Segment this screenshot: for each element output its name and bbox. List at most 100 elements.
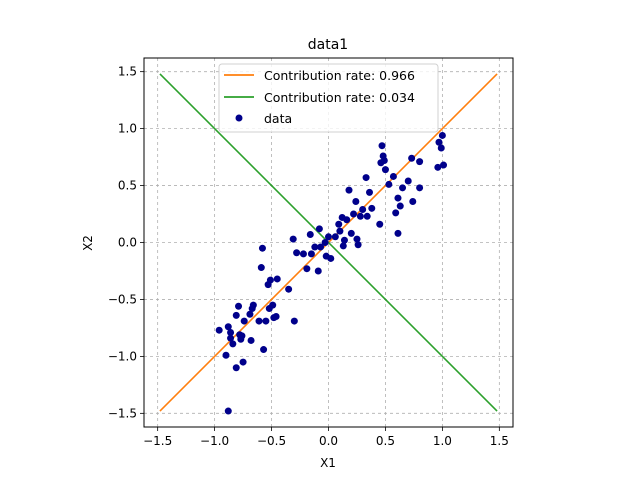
legend-box: [218, 63, 439, 133]
scatter-point: [289, 235, 297, 243]
legend: Contribution rate: 0.966 Contribution ra…: [218, 63, 439, 133]
scatter-point: [359, 205, 367, 213]
scatter-point: [345, 186, 353, 194]
scatter-point: [299, 250, 307, 258]
scatter-point: [396, 202, 404, 210]
scatter-point: [408, 154, 416, 162]
scatter-point: [404, 177, 412, 185]
x-tick-label: 1.5: [490, 434, 509, 448]
y-tick-label: 1.0: [118, 122, 137, 136]
scatter-point: [394, 229, 402, 237]
scatter-point: [246, 310, 254, 318]
scatter-point: [272, 313, 280, 321]
x-tick-label: −1.0: [200, 434, 229, 448]
scatter-point: [290, 317, 298, 325]
scatter-point: [368, 204, 376, 212]
scatter-point: [376, 220, 384, 228]
scatter-point: [315, 225, 323, 233]
scatter-point: [325, 233, 332, 241]
scatter-point: [260, 346, 268, 354]
scatter-point: [235, 302, 243, 310]
scatter-point: [416, 184, 424, 192]
scatter-point: [378, 142, 386, 150]
y-axis-label: X2: [81, 235, 95, 251]
scatter-point: [380, 157, 388, 164]
legend-label-0: Contribution rate: 0.966: [264, 68, 415, 83]
scatter-point: [262, 317, 270, 325]
scatter-point: [385, 180, 393, 188]
scatter-point: [317, 243, 325, 251]
scatter-point: [392, 209, 400, 217]
scatter-point: [352, 198, 360, 205]
scatter-point: [399, 184, 407, 192]
scatter-point: [215, 326, 223, 334]
scatter-point: [306, 231, 314, 239]
scatter-point: [434, 163, 442, 171]
scatter-point: [232, 364, 240, 372]
scatter-point: [222, 351, 230, 359]
x-tick-label: −0.5: [257, 434, 286, 448]
legend-swatch-data-marker: [235, 114, 243, 122]
y-tick-label: −1.5: [108, 406, 137, 420]
scatter-point: [321, 239, 329, 246]
scatter-point: [340, 236, 348, 244]
scatter-point: [314, 267, 322, 275]
scatter-point: [362, 174, 370, 182]
x-tick-label: 0.0: [319, 434, 338, 448]
x-tick-label: 1.0: [433, 434, 452, 448]
scatter-point: [293, 249, 301, 257]
scatter-point: [356, 212, 364, 220]
scatter-point: [350, 210, 358, 218]
scatter-point: [347, 229, 355, 237]
scatter-point: [366, 188, 373, 196]
scatter-point: [327, 254, 335, 262]
scatter-point: [247, 336, 255, 344]
scatter-point: [238, 332, 246, 340]
scatter-point: [435, 138, 443, 146]
scatter-point: [266, 276, 274, 284]
y-tick-label: −0.5: [108, 292, 137, 306]
scatter-point: [343, 216, 351, 224]
scatter-point: [307, 250, 315, 258]
scatter-point: [227, 328, 235, 336]
scatter-point: [331, 233, 339, 241]
scatter-point: [354, 241, 362, 249]
scatter-point: [224, 323, 232, 331]
scatter-point: [353, 235, 361, 243]
scatter-point: [311, 243, 319, 251]
scatter-point: [339, 242, 347, 250]
scatter-point: [239, 358, 247, 366]
x-tick-label: 0.5: [376, 434, 395, 448]
scatter-point: [336, 227, 344, 235]
scatter-point: [240, 317, 248, 325]
scatter-point: [335, 220, 343, 228]
scatter-point: [257, 264, 265, 272]
legend-label-1: Contribution rate: 0.034: [264, 90, 415, 105]
y-tick-label: 0.5: [118, 179, 137, 193]
scatter-point: [416, 158, 424, 166]
y-tick-label: 0.0: [118, 236, 137, 250]
scatter-point: [409, 198, 417, 205]
scatter-point: [269, 301, 277, 309]
scatter-point: [255, 317, 263, 325]
legend-label-2: data: [264, 111, 292, 126]
ticks: −1.5 −1.0 −0.5 0.0 0.5 1.0 1.5 −1.5 −1.0 −0.5 0.0 0…: [108, 65, 509, 448]
scatter-point: [232, 311, 240, 319]
scatter-points: [215, 131, 448, 415]
scatter-point: [285, 285, 293, 293]
chart-title: data1: [308, 37, 348, 53]
x-tick-label: −1.5: [143, 434, 172, 448]
scatter-point: [440, 161, 448, 169]
scatter-point: [224, 407, 232, 415]
scatter-point: [363, 212, 371, 220]
x-axis-label: X1: [320, 456, 336, 470]
y-tick-label: −1.0: [108, 349, 137, 363]
scatter-point: [273, 275, 281, 283]
scatter-point: [227, 334, 235, 342]
y-tick-label: 1.5: [118, 65, 137, 79]
scatter-point: [229, 340, 237, 348]
scatter-point: [303, 265, 311, 273]
scatter-point: [389, 172, 397, 180]
scatter-point: [394, 194, 402, 202]
